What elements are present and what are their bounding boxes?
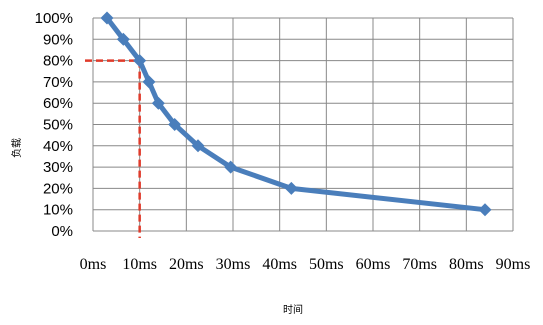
data-point (116, 32, 130, 46)
data-point (478, 203, 492, 217)
x-tick-label: 40ms (262, 256, 297, 273)
y-tick-label: 0% (51, 223, 73, 240)
y-tick-label: 70% (43, 74, 73, 91)
x-tick-label: 70ms (402, 256, 437, 273)
x-tick-label: 60ms (356, 256, 391, 273)
x-tick-labels: 0ms 10ms 20ms 30ms 40ms 50ms 60ms 70ms 80ms 90ms (80, 256, 531, 273)
y-tick-label: 60% (43, 95, 73, 112)
data-point (168, 118, 182, 131)
data-point (133, 54, 147, 68)
series (100, 11, 492, 217)
x-tick-label: 50ms (309, 256, 344, 273)
data-point (191, 139, 205, 153)
x-tick-label: 0ms (80, 256, 107, 273)
y-tick-label: 100% (35, 10, 73, 27)
data-point (142, 75, 156, 89)
y-axis-label: 负载 (10, 138, 23, 158)
x-tick-label: 30ms (216, 256, 251, 273)
y-tick-label: 30% (43, 159, 73, 176)
y-tick-label: 10% (43, 202, 73, 219)
reference-lines (85, 59, 141, 238)
x-tick-label: 10ms (122, 256, 157, 273)
series-line (104, 15, 488, 213)
y-tick-labels: 0% 10% 20% 30% 40% 50% 60% 70% 80% 90% 100% (35, 10, 73, 240)
x-tick-label: 20ms (169, 256, 204, 273)
data-point (100, 11, 114, 25)
data-point (151, 96, 165, 110)
x-tick-label: 90ms (496, 256, 531, 273)
data-point (224, 160, 238, 174)
data-point (284, 181, 298, 195)
x-axis-label: 时间 (283, 303, 303, 316)
y-tick-label: 20% (43, 180, 73, 197)
y-tick-label: 90% (43, 31, 73, 48)
grid (92, 17, 514, 232)
x-tick-label: 80ms (449, 256, 484, 273)
y-tick-label: 80% (43, 53, 73, 70)
y-tick-label: 50% (43, 117, 73, 134)
y-tick-label: 40% (43, 138, 73, 155)
